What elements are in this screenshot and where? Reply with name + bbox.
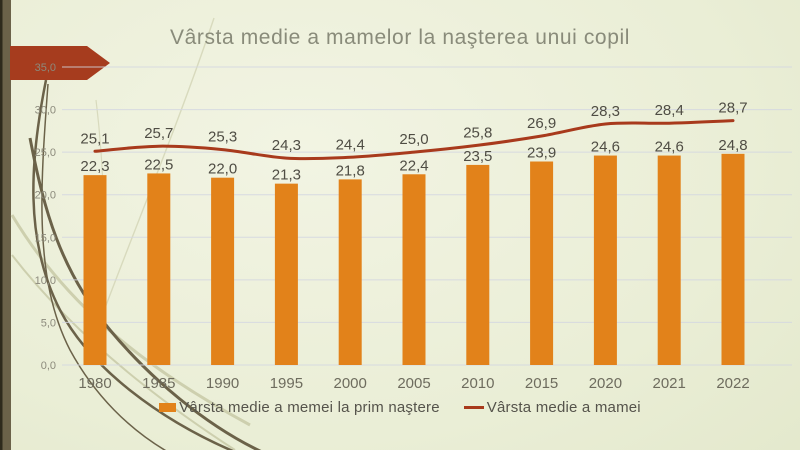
- bar-value-label: 23,9: [527, 145, 556, 162]
- line-value-label: 24,3: [272, 137, 301, 154]
- y-tick-label: 25,0: [35, 147, 56, 159]
- x-axis-label-2022: 2022: [716, 375, 749, 392]
- y-tick-label: 0,0: [41, 360, 56, 372]
- line-value-label: 25,0: [399, 131, 428, 148]
- bar-1985: [147, 173, 171, 365]
- x-axis-label-1985: 1985: [142, 375, 175, 392]
- x-axis-label-2000: 2000: [334, 375, 367, 392]
- branch-dark-curve: [41, 83, 167, 450]
- bar-value-label: 24,8: [718, 137, 747, 154]
- bar-2000: [338, 179, 362, 365]
- line-value-label: 24,4: [336, 136, 365, 153]
- x-axis-label-2005: 2005: [397, 375, 430, 392]
- line-series: [93, 119, 735, 161]
- chart-legend: Vârsta medie a memei la prim naştere Vâr…: [0, 399, 800, 416]
- y-tick-label: 5,0: [41, 317, 56, 329]
- line-value-label: 25,3: [208, 129, 237, 146]
- branch-dark-curve: [32, 79, 234, 450]
- x-axis-label-2020: 2020: [589, 375, 622, 392]
- bar-1980: [83, 175, 107, 365]
- left-stripe: [0, 0, 11, 450]
- y-tick-label: 35,0: [35, 62, 56, 74]
- legend-item-line-series: Vârsta medie a mamei: [463, 399, 641, 416]
- line-value-label: 25,8: [463, 124, 492, 141]
- bar-value-label: 24,6: [591, 139, 620, 156]
- x-axis-label-2021: 2021: [653, 375, 686, 392]
- bar-value-label: 22,0: [208, 161, 237, 178]
- bar-2022: [721, 153, 745, 365]
- x-axis-label-1995: 1995: [270, 375, 303, 392]
- line-value-label: 28,7: [718, 100, 747, 117]
- chart: 0,0 5,0 10,0 15,0 20,0 25,0 30,0 35,0 22,3 22,5 22…: [35, 62, 792, 392]
- bar-2010: [466, 164, 490, 365]
- bar-value-label: 22,5: [144, 156, 173, 173]
- x-axis-label-2010: 2010: [461, 375, 494, 392]
- left-stripe-edge: [0, 0, 3, 450]
- bar-value-label: 21,8: [336, 162, 365, 179]
- line-value-label: 25,7: [144, 125, 173, 142]
- bar-1990: [211, 177, 235, 365]
- bar-2020: [593, 155, 617, 365]
- line-value-label: 26,9: [527, 115, 556, 132]
- legend-label: Vârsta medie a mamei: [486, 399, 641, 416]
- bar-value-label: 22,4: [399, 157, 428, 174]
- bar-value-label: 21,3: [272, 167, 301, 184]
- line-value-label: 28,3: [591, 103, 620, 120]
- branch-light-curve: [11, 254, 236, 450]
- bar-value-label: 24,6: [655, 139, 684, 156]
- bar-2005: [402, 174, 426, 365]
- line-value-label: 25,1: [80, 130, 109, 147]
- bar-1995: [274, 183, 298, 365]
- page-title: Vârsta medie a mamelor la naşterea unui …: [169, 26, 631, 49]
- legend-label: Vârsta medie a memei la prim naştere: [179, 399, 440, 416]
- bar-2015: [530, 161, 554, 365]
- x-axis-label-2015: 2015: [525, 375, 558, 392]
- y-tick-label: 30,0: [35, 105, 56, 117]
- bar-value-label: 23,5: [463, 148, 492, 165]
- bar-series-swatch: [159, 403, 177, 412]
- line-series-swatch: [463, 406, 484, 409]
- x-axis-label-1990: 1990: [206, 375, 239, 392]
- y-tick-label: 15,0: [35, 232, 56, 244]
- arrow-banner: [10, 46, 110, 80]
- y-tick-label: 20,0: [35, 190, 56, 202]
- bar-2021: [657, 155, 681, 365]
- y-tick-label: 10,0: [35, 275, 56, 287]
- legend-item-bar-series: Vârsta medie a memei la prim naştere: [159, 399, 440, 416]
- line-value-label: 28,4: [655, 102, 684, 119]
- x-axis-label-1980: 1980: [78, 375, 111, 392]
- bar-value-label: 22,3: [80, 158, 109, 175]
- branch-dark-curve: [28, 137, 262, 450]
